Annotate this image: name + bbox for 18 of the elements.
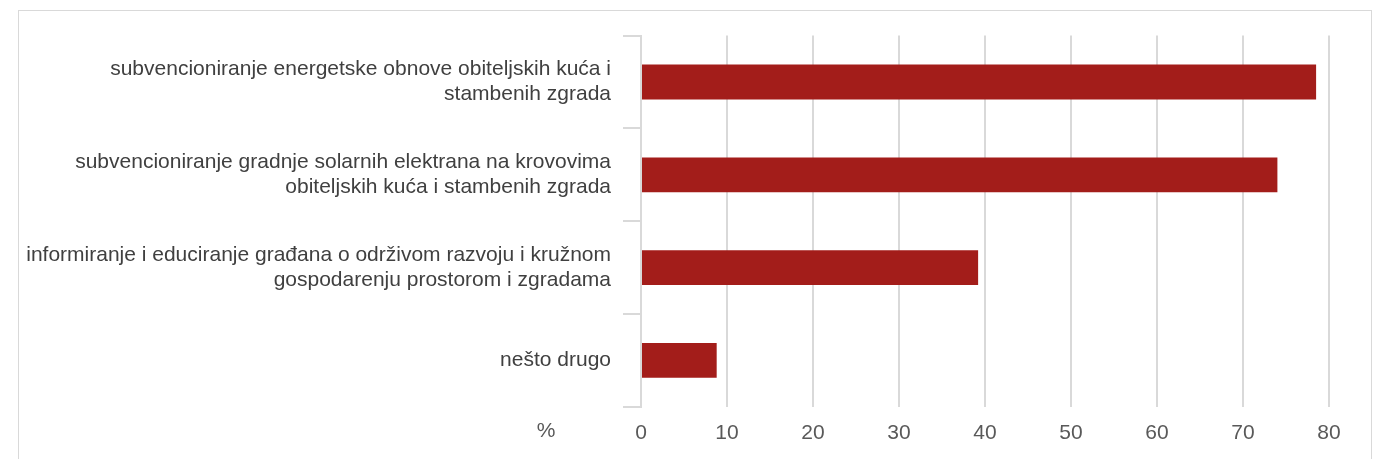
y-tick-label: subvencioniranje gradnje solarnih elektrana na krovovima obiteljskih kuća i stambenih zgrada bbox=[75, 149, 612, 198]
y-tick-label: nešto drugo bbox=[500, 347, 611, 371]
x-tick-label: 40 bbox=[973, 420, 997, 444]
x-tick-label: 60 bbox=[1145, 420, 1169, 444]
bar bbox=[642, 343, 717, 378]
x-axis-title: % bbox=[536, 418, 556, 442]
x-tick-label: 50 bbox=[1059, 420, 1083, 444]
bar bbox=[642, 157, 1278, 193]
x-tick-label: 30 bbox=[887, 420, 911, 444]
x-tick-label: 20 bbox=[801, 420, 825, 444]
x-tick-label: 80 bbox=[1317, 420, 1341, 444]
bar bbox=[642, 250, 979, 285]
x-tick-label: 0 bbox=[635, 420, 647, 444]
y-tick-label: informiranje i educiranje građana o održivom razvoju i kružnom gospodarenju prostorom i zgradama bbox=[26, 241, 612, 290]
bar bbox=[642, 64, 1317, 100]
y-tick-label: subvencioniranje energetske obnove obiteljskih kuća i stambenih zgrada bbox=[110, 56, 612, 105]
x-tick-label: 10 bbox=[715, 420, 739, 444]
x-tick-label: 70 bbox=[1231, 420, 1255, 444]
